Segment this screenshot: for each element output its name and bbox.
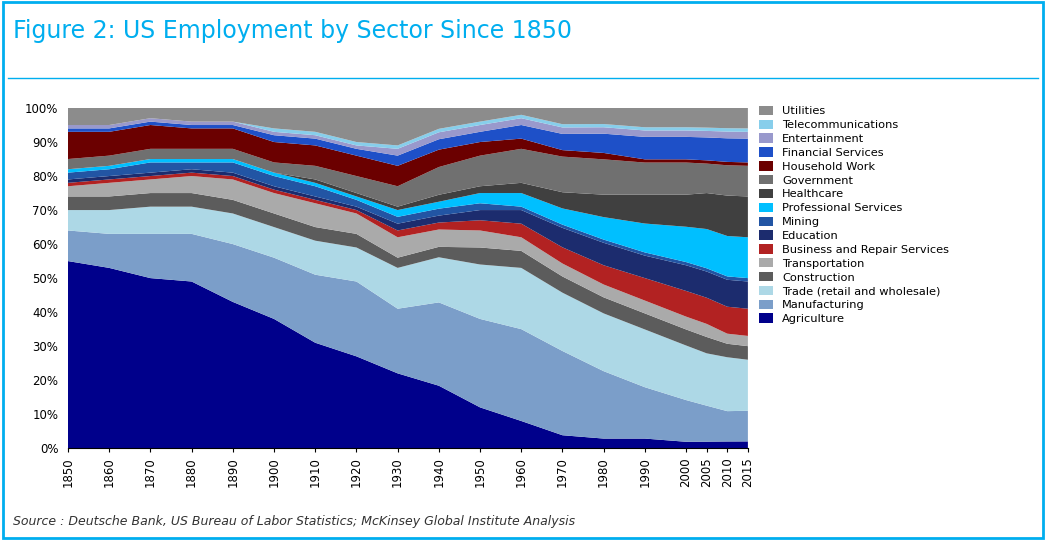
Text: Figure 2: US Employment by Sector Since 1850: Figure 2: US Employment by Sector Since … (13, 19, 571, 43)
Text: Source : Deutsche Bank, US Bureau of Labor Statistics; McKinsey Global Institute: Source : Deutsche Bank, US Bureau of Lab… (13, 515, 574, 528)
Legend: Utilities, Telecommunications, Entertainment, Financial Services, Household Work: Utilities, Telecommunications, Entertain… (754, 101, 954, 329)
